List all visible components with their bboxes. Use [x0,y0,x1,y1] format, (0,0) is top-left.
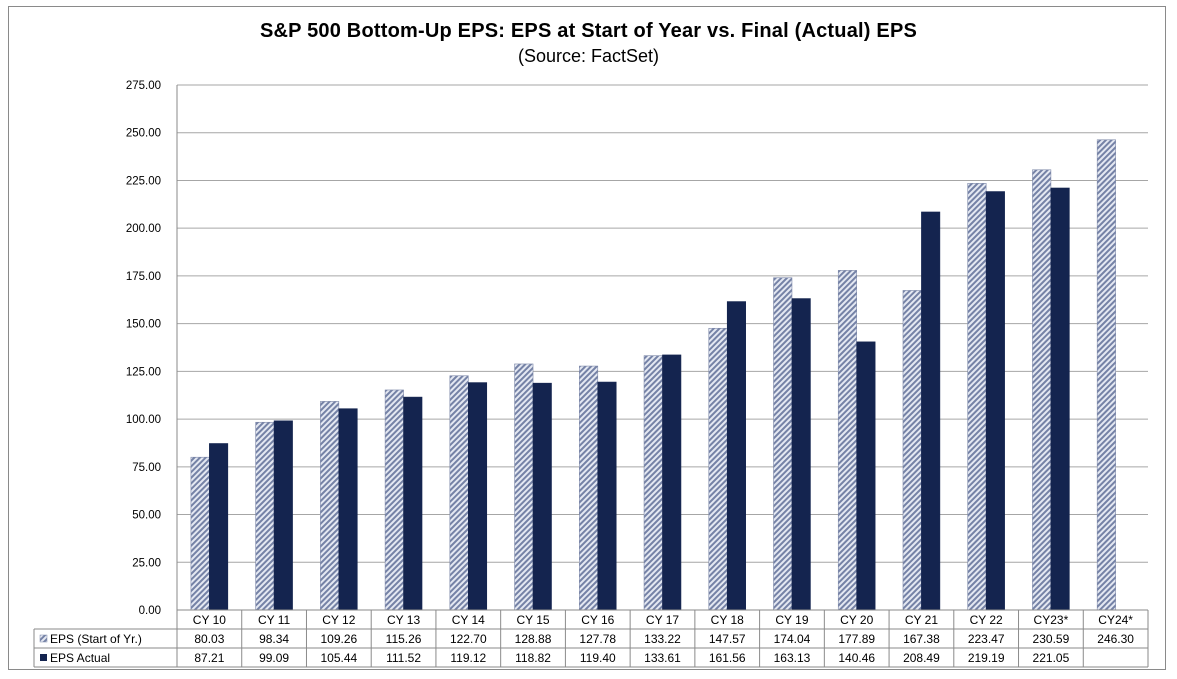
x-tick-label: CY 16 [581,613,614,627]
legend-label: EPS (Start of Yr.) [50,632,142,646]
x-tick-label: CY 12 [322,613,355,627]
data-label: 109.26 [320,632,357,646]
data-label: 119.12 [450,651,486,665]
x-tick-label: CY23* [1034,613,1069,627]
bar-eps-start-of-year [449,375,469,611]
x-tick-label: CY 21 [905,613,938,627]
y-tick-label: 275.00 [126,80,161,92]
data-label: 230.59 [1033,632,1070,646]
data-label: 163.13 [774,651,811,665]
data-label: 80.03 [194,632,224,646]
data-label: 87.21 [194,651,224,665]
bar-eps-start-of-year [1032,169,1052,611]
data-table: CY 10 CY 11 CY 12 CY 13 CY 14 CY 15 CY 16 CY 17… [33,609,1149,668]
bar-eps-start-of-year [708,327,728,611]
y-tick-label: 225.00 [126,175,161,187]
bar-eps-actual [726,301,746,611]
legend-key-eps-actual [40,654,47,661]
data-label: 122.70 [450,632,487,646]
data-label: 99.09 [259,651,289,665]
data-label: 246.30 [1097,632,1134,646]
y-tick-label: 25.00 [132,557,161,569]
chart-title: S&P 500 Bottom-Up EPS: EPS at Start of Y… [259,20,918,42]
y-tick-label: 125.00 [126,366,161,378]
bar-eps-actual [1050,187,1070,611]
data-label: 119.40 [580,651,616,665]
x-tick-label: CY 13 [387,613,420,627]
bar-eps-start-of-year [902,290,922,611]
bar-eps-actual [467,382,488,611]
bar-eps-start-of-year [967,183,987,611]
data-label: 118.82 [515,651,551,665]
bar-eps-actual [856,341,876,611]
legend-label: EPS Actual [50,651,110,665]
x-tick-label: CY 10 [193,613,226,627]
x-tick-label: CY 22 [970,613,1003,627]
bar-eps-actual [532,382,552,611]
bar-eps-actual [338,408,358,611]
bar-eps-start-of-year [837,270,857,611]
data-label: 221.05 [1033,651,1070,665]
data-label: 105.44 [320,651,357,665]
data-label: 127.78 [579,632,616,646]
bar-eps-actual [209,443,229,611]
data-label: 147.57 [709,632,746,646]
bar-eps-start-of-year [643,355,663,611]
bar-eps-actual [403,396,423,611]
x-tick-label: CY 20 [840,613,873,627]
data-label: 219.19 [968,651,1005,665]
y-tick-label: 0.00 [139,605,161,617]
bars [190,139,1116,611]
y-tick-label: 250.00 [126,128,161,140]
bar-eps-start-of-year [190,456,210,611]
bar-eps-actual [662,354,682,611]
x-tick-label: CY 15 [516,613,549,627]
chart-subtitle: (Source: FactSet) [517,46,660,66]
data-label: 167.38 [903,632,940,646]
data-label: 111.52 [386,651,421,665]
y-tick-label: 75.00 [132,462,161,474]
data-label: 140.46 [838,651,875,665]
data-label: 98.34 [259,632,289,646]
y-tick-label: 50.00 [132,510,161,522]
x-tick-label: CY 17 [646,613,679,627]
bar-eps-start-of-year [773,277,793,611]
data-label: 223.47 [968,632,1005,646]
bar-eps-actual [273,420,293,611]
y-tick-label: 200.00 [126,223,161,235]
x-tick-label: CY 18 [711,613,744,627]
data-label: 208.49 [903,651,940,665]
y-tick-label: 175.00 [126,271,161,283]
bar-eps-actual [791,298,811,611]
bar-eps-start-of-year [1096,139,1116,611]
data-label: 133.61 [644,651,681,665]
data-label: 115.26 [386,632,422,646]
data-label: 128.88 [515,632,552,646]
x-tick-label: CY 11 [258,613,291,627]
x-tick-label: CY24* [1098,613,1133,627]
data-label: 177.89 [838,632,875,646]
bar-eps-start-of-year [320,401,340,611]
data-label: 133.22 [644,632,681,646]
bar-eps-start-of-year [384,389,404,611]
data-label: 161.56 [709,651,746,665]
bar-eps-start-of-year [579,365,599,611]
y-tick-label: 100.00 [126,414,161,426]
x-tick-label: CY 14 [452,613,485,627]
bar-eps-actual [921,211,941,611]
data-label: 174.04 [774,632,811,646]
bar-eps-actual [985,191,1005,611]
bar-eps-start-of-year [514,363,534,611]
y-tick-label: 150.00 [126,319,161,331]
y-axis-ticks: 0.00 25.00 50.00 75.00 100.00 125.00 150.00 175… [126,80,161,617]
legend-key-eps-start-of-year [39,634,48,643]
bar-eps-actual [597,381,617,611]
x-tick-label: CY 19 [775,613,808,627]
bar-eps-start-of-year [255,421,275,611]
